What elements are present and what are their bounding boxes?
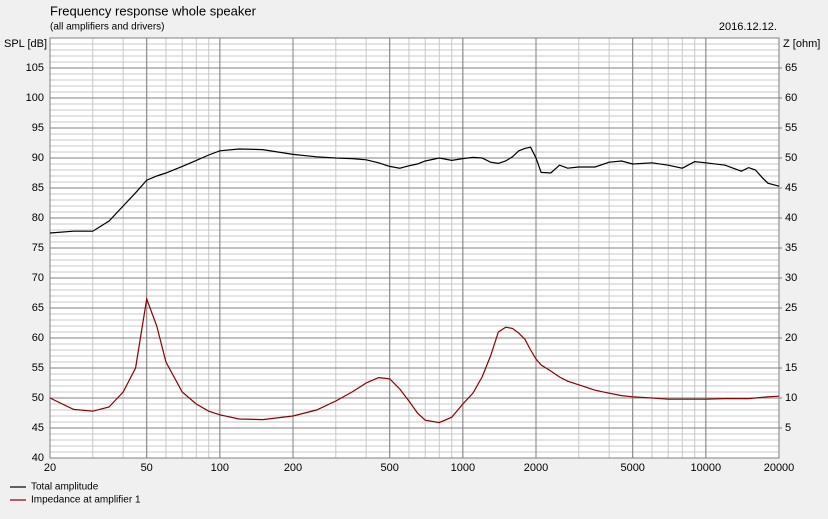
y-axis-label: SPL [dB] <box>4 38 47 50</box>
x-tick-label: 100 <box>211 462 229 474</box>
y2-tick-label: 65 <box>785 62 797 74</box>
y2-tick-label: 45 <box>785 182 797 194</box>
x-tick-label: 500 <box>381 462 399 474</box>
y-tick-label: 60 <box>32 332 44 344</box>
y2-tick-label: 20 <box>785 332 797 344</box>
y-tick-label: 105 <box>26 62 44 74</box>
y-tick-label: 50 <box>32 392 44 404</box>
x-tick-label: 50 <box>141 462 153 474</box>
y2-tick-label: 15 <box>785 362 797 374</box>
series-line <box>49 296 780 424</box>
y-tick-label: 75 <box>32 242 44 254</box>
y2-tick-label: 35 <box>785 242 797 254</box>
y-tick-label: 40 <box>32 452 44 464</box>
x-tick-label: 200 <box>284 462 302 474</box>
x-tick-label: 5000 <box>620 462 644 474</box>
plot-frame <box>49 37 780 459</box>
chart-subtitle: (all amplifiers and drivers) <box>50 22 164 33</box>
x-tick-label: 20 <box>44 462 56 474</box>
y-tick-label: 90 <box>32 152 44 164</box>
chart-title: Frequency response whole speaker <box>50 3 257 18</box>
y-tick-label: 70 <box>32 272 44 284</box>
x-tick-label: 1000 <box>451 462 475 474</box>
y-tick-label: 45 <box>32 422 44 434</box>
y2-tick-label: 55 <box>785 122 797 134</box>
x-tick-label: 2000 <box>524 462 548 474</box>
y2-tick-label: 50 <box>785 152 797 164</box>
x-tick-label: 10000 <box>691 462 722 474</box>
y2-tick-label: 30 <box>785 272 797 284</box>
legend-label: Total amplitude <box>31 482 99 493</box>
y2-axis-label: Z [ohm] <box>783 38 820 50</box>
y2-tick-label: 5 <box>785 422 791 434</box>
y2-tick-label: 10 <box>785 392 797 404</box>
x-tick-label: 20000 <box>764 462 795 474</box>
y-tick-label: 65 <box>32 302 44 314</box>
y-tick-label: 100 <box>26 92 44 104</box>
y2-tick-label: 40 <box>785 212 797 224</box>
y-tick-label: 95 <box>32 122 44 134</box>
date: 2016.12.12. <box>719 21 777 33</box>
y-tick-label: 55 <box>32 362 44 374</box>
legend-label: Impedance at amplifier 1 <box>31 495 141 506</box>
y2-tick-label: 60 <box>785 92 797 104</box>
y2-tick-label: 25 <box>785 302 797 314</box>
y-tick-label: 85 <box>32 182 44 194</box>
y-tick-label: 80 <box>32 212 44 224</box>
series-line <box>49 146 780 234</box>
